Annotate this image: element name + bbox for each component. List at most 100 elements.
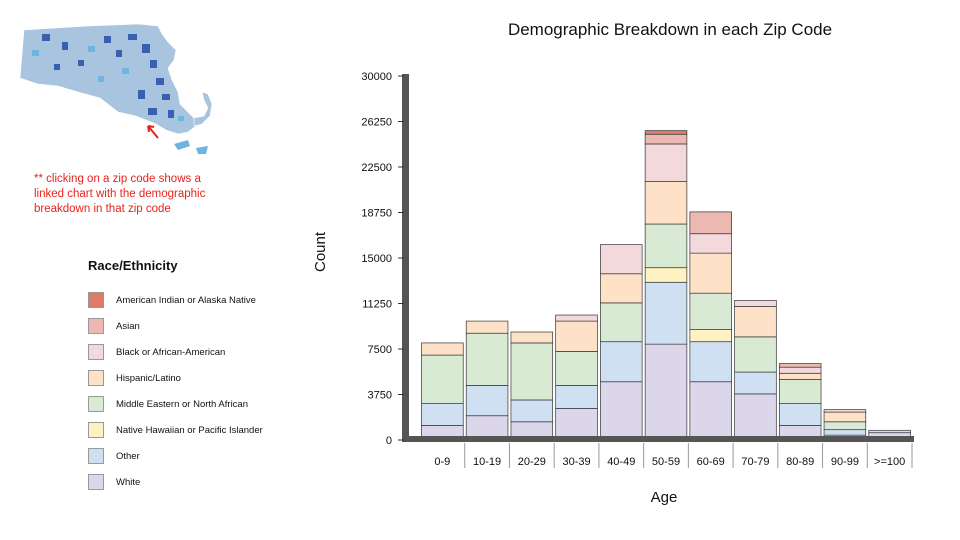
legend-item: American Indian or Alaska Native — [88, 287, 328, 313]
bar-segment — [644, 343, 688, 441]
bar-segment — [421, 342, 464, 356]
bar-segment — [644, 143, 688, 182]
bar-segment — [600, 341, 643, 383]
bar-segment — [510, 421, 554, 441]
bar-segment — [689, 233, 732, 254]
bar-segment — [555, 385, 598, 409]
y-tick-label: 0 — [386, 435, 392, 447]
x-tick-label: 40-49 — [607, 456, 635, 468]
legend-label: White — [116, 476, 141, 488]
bar-segment — [600, 302, 643, 343]
legend-label: Black or African-American — [116, 346, 226, 358]
bar-segment — [734, 306, 777, 338]
bar-segment — [689, 211, 732, 235]
bar-segment — [555, 320, 598, 352]
bar-segment — [555, 314, 598, 322]
bar-segment — [734, 300, 777, 307]
legend-label: American Indian or Alaska Native — [116, 294, 256, 306]
bar-segment — [644, 130, 688, 135]
bar-segment — [868, 432, 911, 441]
bar-segment — [644, 267, 688, 283]
bar-segment — [465, 415, 509, 441]
bar-segment — [510, 342, 554, 401]
bar-segment — [644, 223, 688, 269]
map-island-marthas-vineyard[interactable] — [174, 140, 190, 150]
bar-segment — [823, 421, 867, 431]
chart-title: Demographic Breakdown in each Zip Code — [507, 20, 833, 39]
bar-segment — [644, 181, 688, 225]
legend-item: Black or African-American — [88, 339, 328, 365]
y-tick-label: 22500 — [361, 162, 392, 174]
bar-segment — [778, 425, 822, 441]
legend-swatch — [88, 292, 104, 308]
bar-segment — [689, 252, 732, 294]
bar-segment — [555, 351, 598, 386]
bar-segment — [644, 281, 688, 345]
bar-segment — [778, 378, 822, 404]
bar-segment — [689, 381, 732, 441]
x-tick-label: 10-19 — [473, 456, 501, 468]
bar-segment — [823, 429, 867, 436]
bar-segment — [778, 403, 822, 426]
y-tick-label: 15000 — [361, 253, 392, 265]
bar-segment — [600, 273, 643, 304]
y-tick-label: 7500 — [368, 344, 392, 356]
legend-swatch — [88, 318, 104, 334]
y-tick-label: 11250 — [362, 299, 392, 311]
x-tick-label: 80-89 — [786, 456, 814, 468]
legend-swatch — [88, 474, 104, 490]
map-island-nantucket[interactable] — [196, 146, 208, 154]
bar-segment — [734, 371, 777, 395]
legend-item: Hispanic/Latino — [88, 365, 328, 391]
bar-segment — [421, 403, 464, 426]
y-tick-label: 30000 — [361, 71, 392, 83]
bar-segment — [734, 393, 777, 441]
legend-label: Other — [116, 450, 140, 462]
bar-segment — [510, 331, 554, 344]
map-region-cape[interactable] — [193, 91, 213, 127]
bar-segment — [689, 329, 732, 343]
y-axis-line — [402, 74, 409, 442]
x-tick-label: 60-69 — [697, 456, 725, 468]
x-tick-label: 0-9 — [434, 456, 450, 468]
x-tick-label: 30-39 — [562, 456, 590, 468]
arrow-icon — [147, 125, 159, 139]
legend-title: Race/Ethnicity — [88, 258, 178, 273]
legend-label: Asian — [116, 320, 140, 332]
bar-segment — [644, 133, 688, 145]
bar-segment — [465, 385, 509, 417]
bar-segment — [600, 244, 643, 275]
legend-swatch — [88, 422, 104, 438]
bar-segment — [510, 399, 554, 423]
legend-label: Hispanic/Latino — [116, 372, 181, 384]
bar-segment — [600, 381, 643, 441]
legend-item: Asian — [88, 313, 328, 339]
bar-segment — [465, 320, 509, 334]
bar-segment — [778, 372, 822, 380]
y-tick-label: 26250 — [361, 117, 392, 129]
legend-label: Middle Eastern or North African — [116, 398, 249, 410]
legend-swatch — [88, 370, 104, 386]
legend-swatch — [88, 396, 104, 412]
bar-segment — [689, 341, 732, 383]
bar-segment — [823, 409, 867, 413]
bar-segment — [689, 292, 732, 330]
legend-item: Middle Eastern or North African — [88, 391, 328, 417]
bar-segment — [421, 425, 464, 441]
bar-segment — [555, 408, 598, 441]
legend-swatch — [88, 448, 104, 464]
x-tick-label: 50-59 — [652, 456, 680, 468]
massachusetts-zip-map[interactable] — [18, 20, 218, 160]
legend-swatch — [88, 344, 104, 360]
x-axis-title: Age — [651, 489, 678, 506]
legend-item: Other — [88, 443, 328, 469]
bar-segment — [823, 411, 867, 423]
bar-segment — [734, 336, 777, 373]
bar-segment — [778, 363, 822, 368]
bar-segment — [868, 429, 911, 434]
bar-segment — [823, 434, 867, 441]
x-tick-label: 70-79 — [741, 456, 769, 468]
y-tick-label: 3750 — [368, 390, 392, 402]
map-region-west[interactable] — [19, 23, 197, 135]
y-tick-label: 18750 — [361, 208, 392, 220]
